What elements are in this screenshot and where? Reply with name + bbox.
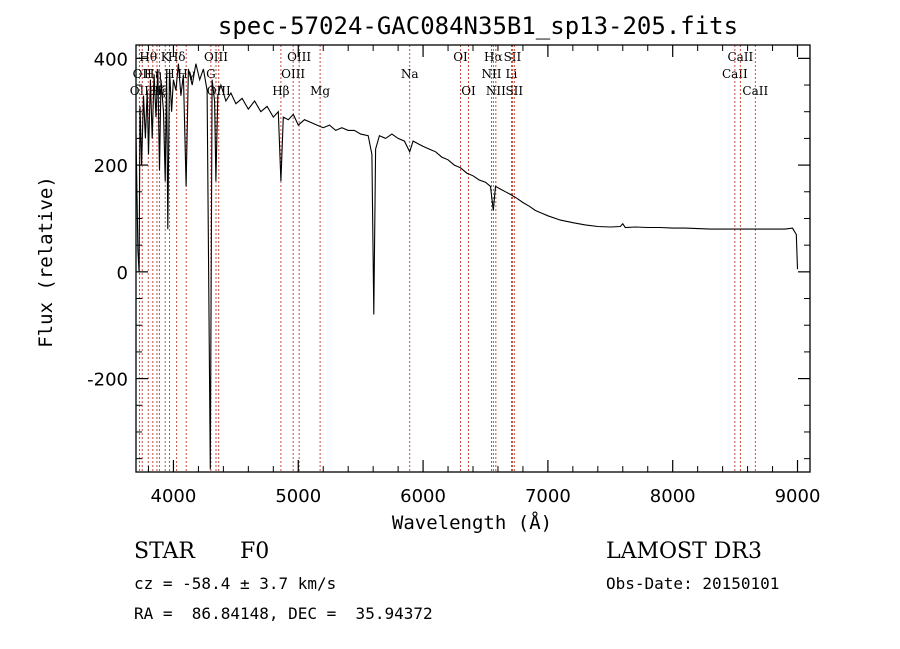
axis-ticks: 4000 5000 6000 7000 8000 9000 -200 0 200 400 [87,45,820,507]
y-tick-label: 200 [94,156,128,177]
spectral-line-label: Hα [484,50,503,64]
y-axis-label: Flux (relative) [35,176,57,348]
plot-frame [135,44,811,473]
spectral-line-label: CaII [742,84,768,98]
y-tick-label: 400 [94,49,128,70]
x-tick-label: 6000 [400,486,446,507]
spectral-line-label: SII [504,50,522,64]
spectral-line-label: OIII [204,50,228,64]
spectral-line-label: Hη [144,67,162,81]
spectral-line-label: Hδ [168,50,186,64]
spectral-line-label: Na [401,67,419,81]
spectral-line-label: OII [130,84,150,98]
x-tick-label: 7000 [525,486,571,507]
spectral-line-label: Hθ [139,50,157,64]
spectrum-line [135,63,799,470]
x-axis-label: Wavelength (Å) [392,511,552,534]
spectral-line-label: Mg [310,84,330,98]
x-tick-label: 9000 [775,486,821,507]
spectral-line-label: NII [481,67,501,81]
spectral-line-label: OIII [287,50,311,64]
spectral-line-label: NII [486,84,506,98]
spectral-line-label: K [161,50,171,64]
redshift-velocity: cz = -58.4 ± 3.7 km/s [134,574,337,593]
chart-title: spec-57024-GAC084N35B1_sp13-205.fits [218,12,738,40]
sky-coordinates: RA = 86.84148, DEC = 35.94372 [134,604,433,623]
survey-name: LAMOST DR3 [606,539,762,564]
spectral-line-label: OII [133,67,153,81]
spectral-line-label: OIII [281,67,305,81]
observation-date: Obs-Date: 20150101 [606,574,780,593]
x-tick-label: 8000 [650,486,696,507]
spectral-line-label: CaII [727,50,753,64]
object-subclass: F0 [240,539,270,564]
spectral-line-label: CaII [722,67,748,81]
y-tick-label: 0 [117,263,128,284]
x-tick-label: 5000 [275,486,321,507]
spectral-line-label: SII [505,84,523,98]
spectral-line-label: OI [461,84,476,98]
y-tick-label: -200 [87,370,128,391]
spectral-line-label: G [206,67,216,81]
object-class: STAR [134,539,195,564]
x-tick-label: 4000 [151,486,197,507]
spectral-line-label: Hβ [272,84,289,98]
spectral-line-label: Li [506,67,518,81]
spectral-line-label: OI [453,50,468,64]
